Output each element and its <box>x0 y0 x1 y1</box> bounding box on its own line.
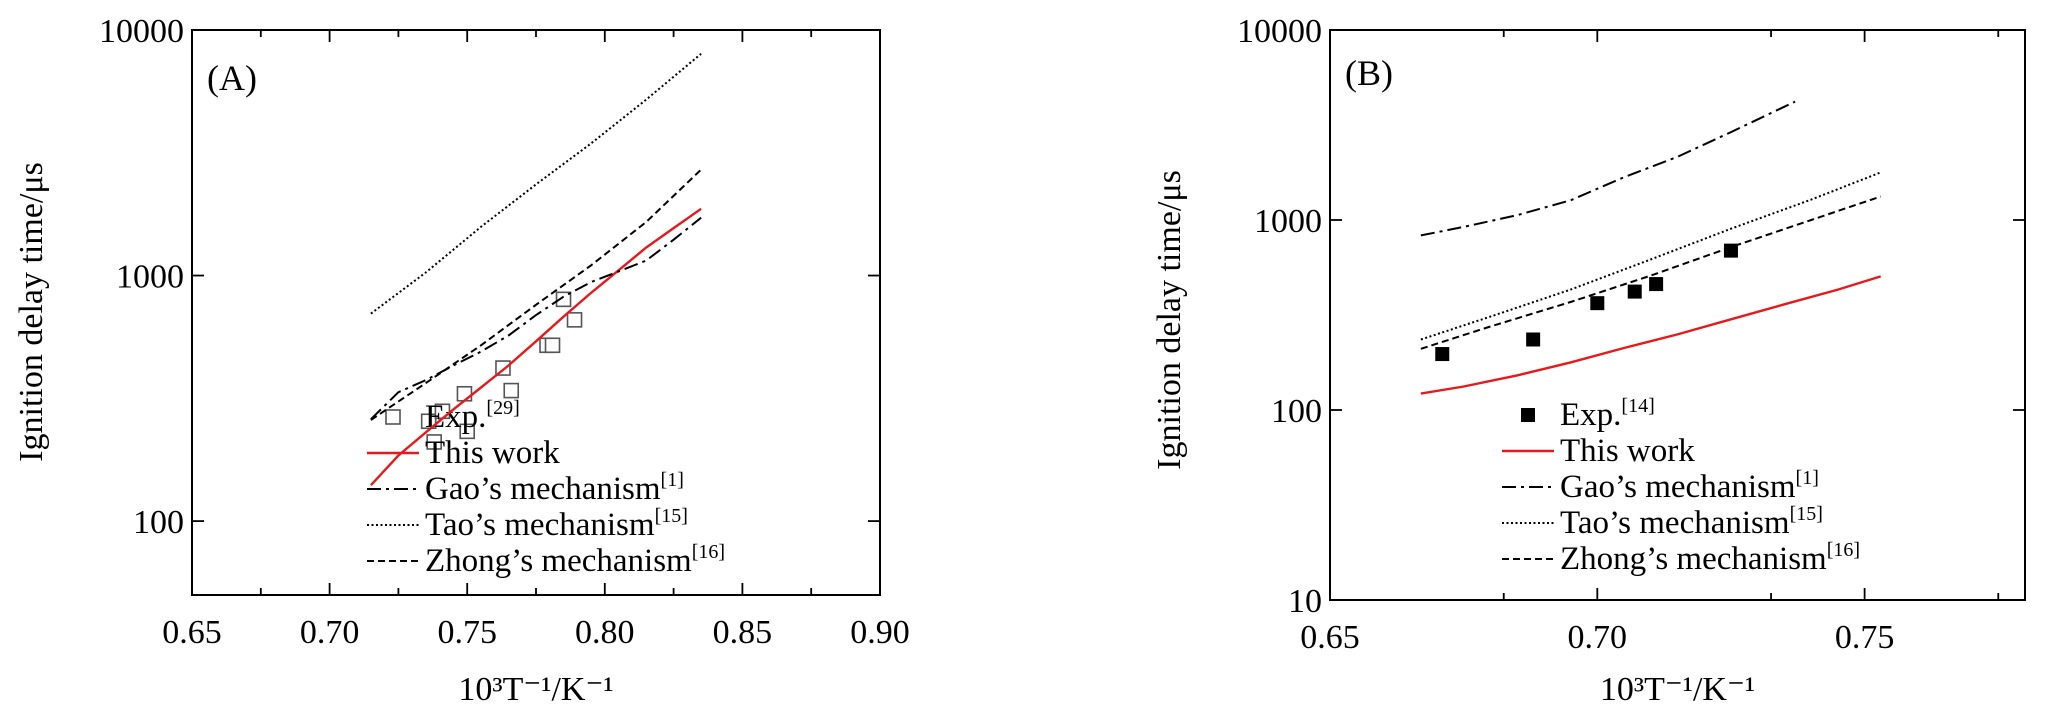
series-gao-s-mechanism <box>370 216 702 420</box>
panel-label: (B) <box>1345 53 1393 93</box>
series-line <box>370 207 702 487</box>
data-point <box>566 312 583 328</box>
series-tao-s-mechanism <box>1420 171 1882 341</box>
x-axis-title: 10³T⁻¹/K⁻¹ <box>1600 671 1755 708</box>
legend-entry: Exp.[29] <box>385 397 520 435</box>
legend-label: Exp.[29] <box>425 397 520 435</box>
legend-label: Gao’s mechanism[1] <box>1560 467 1819 505</box>
series-gao-s-mechanism <box>1420 100 1796 237</box>
series-line <box>1420 100 1796 237</box>
panel-label: (A) <box>207 58 257 98</box>
legend-entry: This work <box>1502 433 1695 469</box>
series-line <box>1420 195 1882 350</box>
legend-swatch <box>385 409 401 425</box>
legend-entry: Tao’s mechanism[15] <box>367 505 688 543</box>
y-axis-title: Ignition delay time/μs <box>1151 170 1188 470</box>
x-tick-label: 0.75 <box>437 614 497 651</box>
legend-label: Exp.[14] <box>1560 395 1655 433</box>
data-point <box>1590 296 1605 311</box>
data-point <box>1649 277 1664 292</box>
x-tick-label: 0.70 <box>300 614 360 651</box>
x-tick-label: 0.70 <box>1568 619 1628 656</box>
legend-label: Tao’s mechanism[15] <box>425 505 688 543</box>
series-zhong-s-mechanism <box>370 168 702 421</box>
y-tick-label: 1000 <box>1254 203 1322 240</box>
legend-label: Zhong’s mechanism[16] <box>425 541 725 579</box>
series-tao-s-mechanism <box>370 53 702 315</box>
legend-label: This work <box>425 435 560 471</box>
series-this-work <box>370 207 702 487</box>
legend-label: Tao’s mechanism[15] <box>1560 503 1823 541</box>
series-this-work <box>1420 275 1882 395</box>
data-point <box>1526 332 1541 347</box>
legend-entry: Gao’s mechanism[1] <box>1502 467 1819 505</box>
panel-a: 0.65 0.70 0.75 0.80 0.85 0.90 100 1000 10000 Igni… <box>13 13 910 708</box>
x-tick-label: 0.65 <box>162 614 222 651</box>
data-point <box>1435 347 1450 362</box>
data-point <box>426 434 442 450</box>
legend-entry: Tao’s mechanism[15] <box>1502 503 1823 541</box>
series-line <box>370 216 702 420</box>
data-point <box>1627 284 1642 299</box>
series-zhong-s-mechanism <box>1420 195 1882 350</box>
legend-entry: This work <box>367 435 560 471</box>
x-axis-title: 10³T⁻¹/K⁻¹ <box>458 671 613 708</box>
legend-entry: Gao’s mechanism[1] <box>367 469 684 507</box>
y-axis-title: Ignition delay time/μs <box>13 162 50 462</box>
x-tick-label: 0.85 <box>713 614 773 651</box>
data-point <box>555 291 572 308</box>
x-tick-label: 0.75 <box>1835 619 1895 656</box>
x-tick-label: 0.90 <box>850 614 910 651</box>
x-tick-label: 0.80 <box>575 614 635 651</box>
series-exp <box>420 291 583 450</box>
legend-label: This work <box>1560 433 1695 469</box>
y-tick-label: 100 <box>133 504 184 541</box>
y-tick-label: 10000 <box>99 13 184 50</box>
legend-entry: Zhong’s mechanism[16] <box>367 541 725 579</box>
plot-frame <box>1329 29 2026 601</box>
y-tick-label: 100 <box>1271 393 1322 430</box>
legend-swatch <box>1521 408 1535 422</box>
data-point <box>503 382 520 399</box>
series-line <box>370 53 702 315</box>
legend-entry: Exp.[14] <box>1521 395 1655 433</box>
legend-label: Zhong’s mechanism[16] <box>1560 539 1860 577</box>
series-line <box>1420 171 1882 341</box>
y-tick-label: 1000 <box>116 259 184 296</box>
legend-label: Gao’s mechanism[1] <box>425 469 684 507</box>
data-point <box>544 337 561 354</box>
series-exp <box>1435 243 1738 362</box>
panel-b: 0.65 0.70 0.75 10 100 1000 10000 Ignition delay… <box>1151 13 2026 708</box>
y-tick-label: 10000 <box>1237 13 1322 50</box>
y-tick-label: 10 <box>1288 583 1322 620</box>
x-tick-label: 0.65 <box>1300 619 1360 656</box>
data-point <box>1723 243 1738 258</box>
data-point <box>459 423 476 440</box>
series-line <box>1420 275 1882 395</box>
data-point <box>420 413 437 430</box>
series-line <box>370 168 702 421</box>
legend-entry: Zhong’s mechanism[16] <box>1502 539 1860 577</box>
